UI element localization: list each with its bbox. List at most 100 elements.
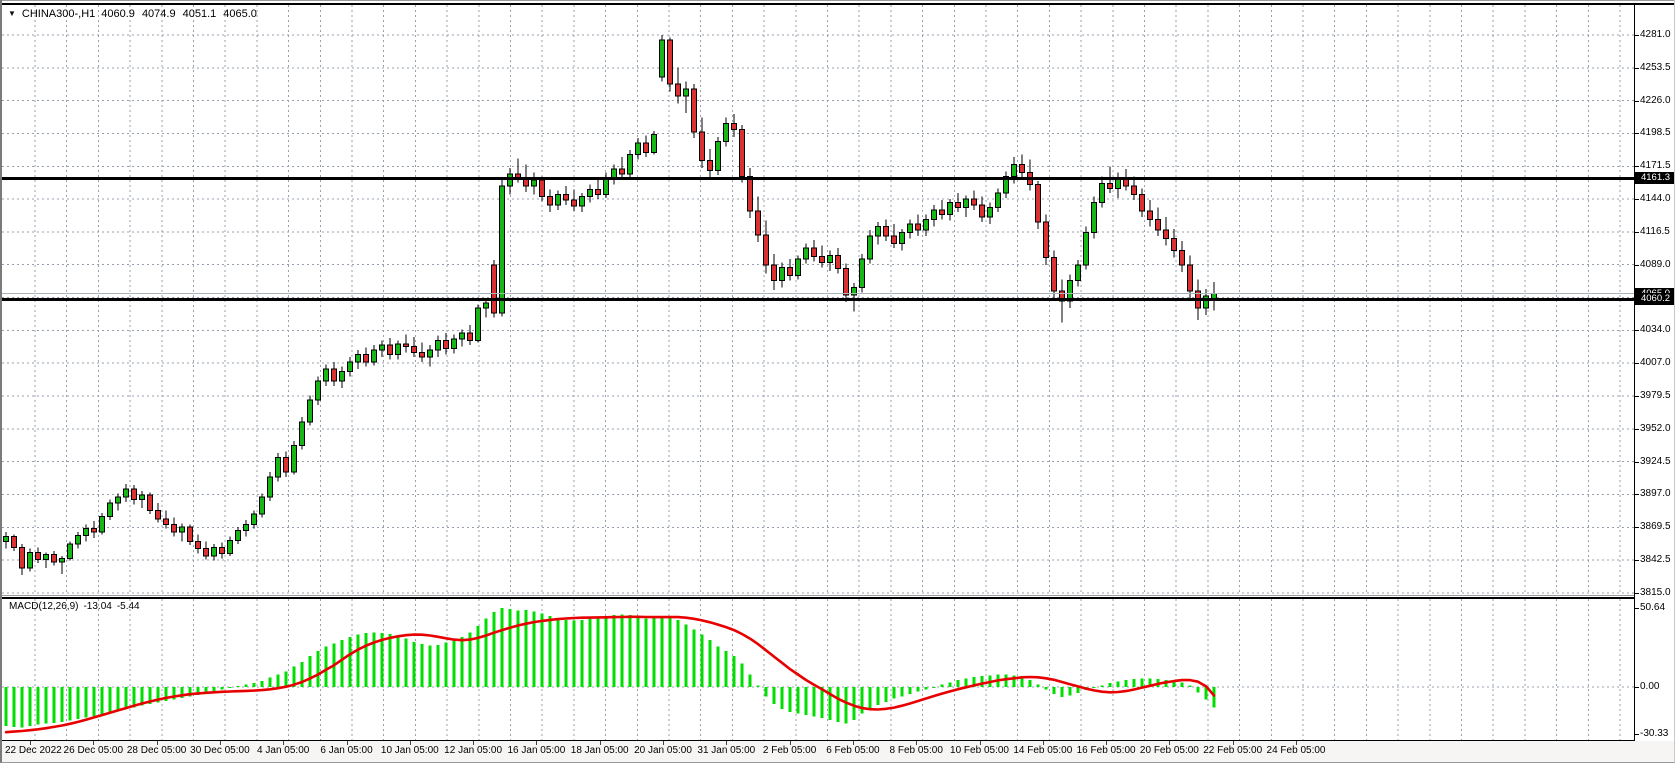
candle [387, 344, 393, 356]
time-tick-label: 12 Jan 05:00 [444, 745, 503, 756]
macd-histogram-bar [260, 680, 264, 687]
time-tick-label: 24 Feb 05:00 [1266, 745, 1326, 756]
candle [459, 332, 465, 340]
candle [179, 526, 185, 533]
price-tick-label: 3842.5 [1640, 554, 1671, 566]
macd-histogram-bar [220, 687, 224, 690]
macd-histogram-bar [548, 616, 552, 687]
macd-histogram-bar [908, 687, 912, 695]
macd-histogram-bar [700, 634, 704, 687]
price-tick-mark [1634, 199, 1639, 201]
macd-histogram-bar [356, 634, 360, 687]
macd-histogram-bar [556, 618, 560, 687]
candle [11, 536, 17, 548]
time-tick-label: 10 Feb 05:00 [950, 745, 1009, 756]
macd-histogram-bar [716, 646, 720, 687]
candle [1011, 163, 1017, 177]
price-axis[interactable] [1635, 5, 1674, 741]
time-tick-label: 18 Jan 05:00 [570, 745, 629, 756]
price-chart-canvas[interactable] [2, 5, 1634, 596]
time-tick-mark [410, 741, 411, 745]
candle [163, 518, 169, 526]
macd-histogram-bar [740, 663, 744, 687]
macd-histogram-bar [52, 687, 56, 723]
close-value: 4065.0 [223, 8, 257, 20]
candle [1083, 232, 1089, 266]
macd-histogram-bar [60, 687, 64, 723]
price-tick-label: 4034.0 [1640, 324, 1671, 336]
candle [819, 256, 825, 264]
candle [499, 185, 505, 314]
candle [731, 123, 737, 131]
macd-histogram-bar [852, 687, 856, 720]
macd-histogram-bar [12, 687, 16, 727]
macd-histogram-bar [540, 613, 544, 687]
macd-histogram-bar [956, 679, 960, 687]
candle [1003, 175, 1009, 194]
candle [451, 338, 457, 350]
time-tick-label: 30 Dec 05:00 [190, 745, 250, 756]
macd-histogram-bar [580, 619, 584, 687]
macd-histogram-bar [84, 687, 88, 718]
price-tick-mark [1634, 231, 1639, 233]
candle [811, 247, 817, 258]
macd-panel-canvas[interactable] [2, 599, 1634, 740]
candle [563, 193, 569, 201]
macd-tick-mark [1634, 687, 1639, 688]
time-tick-mark [663, 741, 664, 745]
candle [779, 266, 785, 281]
hline-price-badge-4060: 4060.2 [1635, 293, 1674, 306]
time-tick-mark [473, 741, 474, 745]
macd-histogram-bar [420, 644, 424, 687]
macd-name: MACD(12,26,9) [9, 601, 79, 612]
macd-histogram-bar [804, 687, 808, 716]
macd-histogram-bar [756, 685, 760, 687]
high-value: 4074.9 [141, 8, 176, 20]
candle [723, 123, 729, 143]
panel-separator[interactable] [2, 597, 1634, 599]
time-tick-label: 28 Dec 05:00 [126, 745, 187, 756]
price-tick-mark [1634, 264, 1639, 266]
macd-histogram-bar [916, 687, 920, 692]
candle [899, 232, 905, 244]
macd-histogram-bar [676, 619, 680, 687]
macd-histogram-bar [1036, 684, 1040, 687]
macd-histogram-bar [92, 687, 96, 716]
candle [475, 307, 481, 341]
candle [1131, 185, 1137, 195]
candle [923, 218, 929, 231]
time-tick-label: 16 Jan 05:00 [507, 745, 566, 756]
candle [795, 258, 801, 277]
macd-histogram-bar [116, 687, 120, 712]
candle [147, 494, 153, 511]
candle [947, 202, 953, 216]
candle [867, 235, 873, 260]
macd-histogram-bar [620, 614, 624, 687]
time-tick-label: 10 Jan 05:00 [380, 745, 439, 756]
candle [915, 223, 921, 231]
price-tick-label: 3815.0 [1640, 586, 1671, 598]
time-tick-label: 31 Jan 05:00 [697, 745, 756, 756]
candle [1035, 184, 1041, 223]
macd-histogram-bar [884, 687, 888, 702]
candle [939, 209, 945, 216]
candle [395, 343, 401, 356]
candle [1019, 163, 1025, 174]
candle [43, 554, 49, 560]
time-axis[interactable]: 22 Dec 2022 26 Dec 05:00 28 Dec 05:00 30 De… [2, 741, 1674, 762]
macd-histogram-bar [972, 676, 976, 687]
macd-histogram-bar [844, 687, 848, 724]
macd-histogram-bar [140, 687, 144, 706]
candle [771, 264, 777, 281]
candle [659, 39, 665, 78]
candle [907, 223, 913, 234]
macd-histogram-bar [868, 687, 872, 709]
price-tick-label: 4281.0 [1640, 29, 1671, 40]
macd-histogram-bar [636, 617, 640, 687]
candle [83, 527, 89, 537]
symbol-period-label: CHINA300-,H1 [21, 8, 96, 20]
candle [547, 196, 553, 206]
price-tick-label: 4089.0 [1640, 258, 1671, 270]
candle [67, 543, 73, 559]
symbol-dropdown-icon[interactable]: ▼ [8, 9, 16, 18]
